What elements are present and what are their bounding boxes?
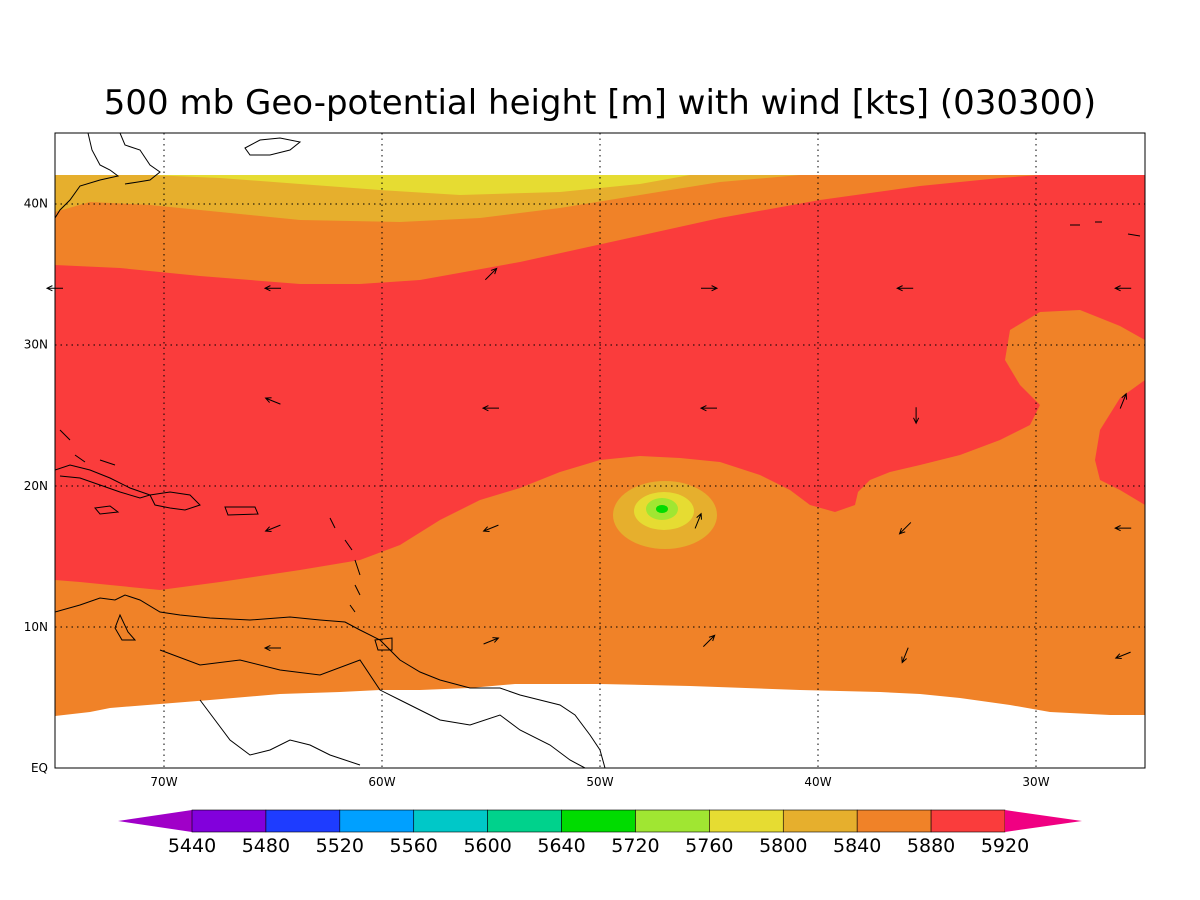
coast-south-america — [55, 594, 606, 768]
colorbar-label: 5520 — [316, 835, 364, 857]
colorbar-label: 5720 — [611, 835, 659, 857]
lon-tick-label: 40W — [804, 775, 831, 789]
wind-arrow — [1114, 525, 1132, 532]
coast-east-atlantic-islands — [1070, 221, 1141, 237]
latitude-tick-labels: EQ 10N 20N 30N 40N — [24, 197, 48, 775]
coast-hispaniola — [149, 491, 201, 511]
coast-jamaica — [94, 505, 120, 515]
wind-arrow — [702, 634, 716, 648]
wind-arrow — [263, 644, 281, 652]
colorbar-label: 5600 — [463, 835, 511, 857]
lat-tick-label: 10N — [24, 620, 48, 634]
coast-nova-scotia — [244, 137, 302, 156]
wind-arrow — [701, 285, 719, 292]
wind-arrow — [896, 285, 914, 292]
coast-interior-borders — [159, 649, 586, 768]
longitude-tick-labels: 70W 60W 50W 40W 30W — [150, 775, 1049, 789]
wind-arrow — [481, 405, 499, 412]
wind-vectors — [45, 267, 1132, 664]
lat-tick-label: 20N — [24, 479, 48, 493]
colorbar-swatch — [635, 809, 710, 833]
coastlines — [55, 133, 1141, 768]
graticule — [55, 133, 1145, 768]
colorbar-label: 5760 — [685, 835, 733, 857]
wind-arrow — [913, 407, 920, 425]
contour-5760 — [150, 175, 690, 195]
colorbar-swatch — [782, 809, 858, 833]
coast-north-america — [55, 133, 120, 219]
colorbar-label: 5880 — [907, 835, 955, 857]
colorbar-label: 5920 — [981, 835, 1029, 857]
wind-arrow — [264, 524, 281, 533]
colorbar-label: 5640 — [537, 835, 585, 857]
lon-tick-label: 30W — [1022, 775, 1049, 789]
wind-arrow — [901, 647, 909, 664]
wind-arrow — [1114, 651, 1131, 660]
colorbar-label: 5440 — [168, 835, 216, 857]
colorbar-min-arrow — [118, 810, 192, 832]
lon-tick-label: 60W — [368, 775, 395, 789]
colorbar-swatch — [930, 809, 1006, 833]
colorbar-label: 5560 — [390, 835, 438, 857]
wind-arrow — [484, 267, 498, 281]
colorbar-label: 5480 — [242, 835, 290, 857]
lon-tick-label: 70W — [150, 775, 177, 789]
coast-trinidad — [374, 637, 393, 651]
lat-tick-label: 30N — [24, 338, 48, 352]
colorbar-label: 5800 — [759, 835, 807, 857]
contour-5720-low — [656, 505, 668, 513]
wind-arrow — [1114, 285, 1132, 292]
contour-5880 — [55, 175, 1145, 590]
lon-tick-label: 50W — [586, 775, 613, 789]
map-title: 500 mb Geo-potential height [m] with win… — [104, 83, 1096, 123]
colorbar-max-arrow — [1005, 810, 1082, 832]
wind-arrow — [694, 512, 702, 529]
coast-lake-maracaibo — [114, 613, 137, 641]
lat-tick-label: 40N — [24, 197, 48, 211]
wind-arrow — [699, 405, 717, 412]
contour-5800 — [55, 175, 800, 222]
colorbar-swatch — [561, 809, 636, 833]
colorbar-swatch — [265, 809, 341, 833]
coast-lesser-antilles — [329, 517, 361, 613]
colorbar: 5440 5480 5520 5560 5600 5640 5720 5760 5800 5840… — [118, 809, 1082, 857]
coast-puerto-rico — [224, 506, 259, 516]
colorbar-swatch — [856, 809, 932, 833]
lat-tick-label: EQ — [31, 761, 48, 775]
contour-5880-east — [1095, 380, 1145, 505]
wind-arrow — [898, 522, 912, 535]
colorbar-swatch — [339, 809, 415, 833]
colorbar-swatch — [413, 809, 488, 833]
colorbar-swatch — [487, 809, 562, 833]
plot-frame — [54, 132, 1146, 769]
colorbar-swatch — [191, 809, 267, 833]
colorbar-swatch — [709, 809, 784, 833]
coast-new-england — [119, 133, 161, 185]
wind-arrow — [483, 637, 500, 645]
wind-arrow — [263, 285, 281, 292]
colorbar-label: 5840 — [833, 835, 881, 857]
wind-arrow — [264, 397, 281, 405]
wind-arrow — [482, 524, 499, 533]
coast-bahamas — [59, 429, 116, 466]
wind-arrow — [1119, 392, 1128, 409]
